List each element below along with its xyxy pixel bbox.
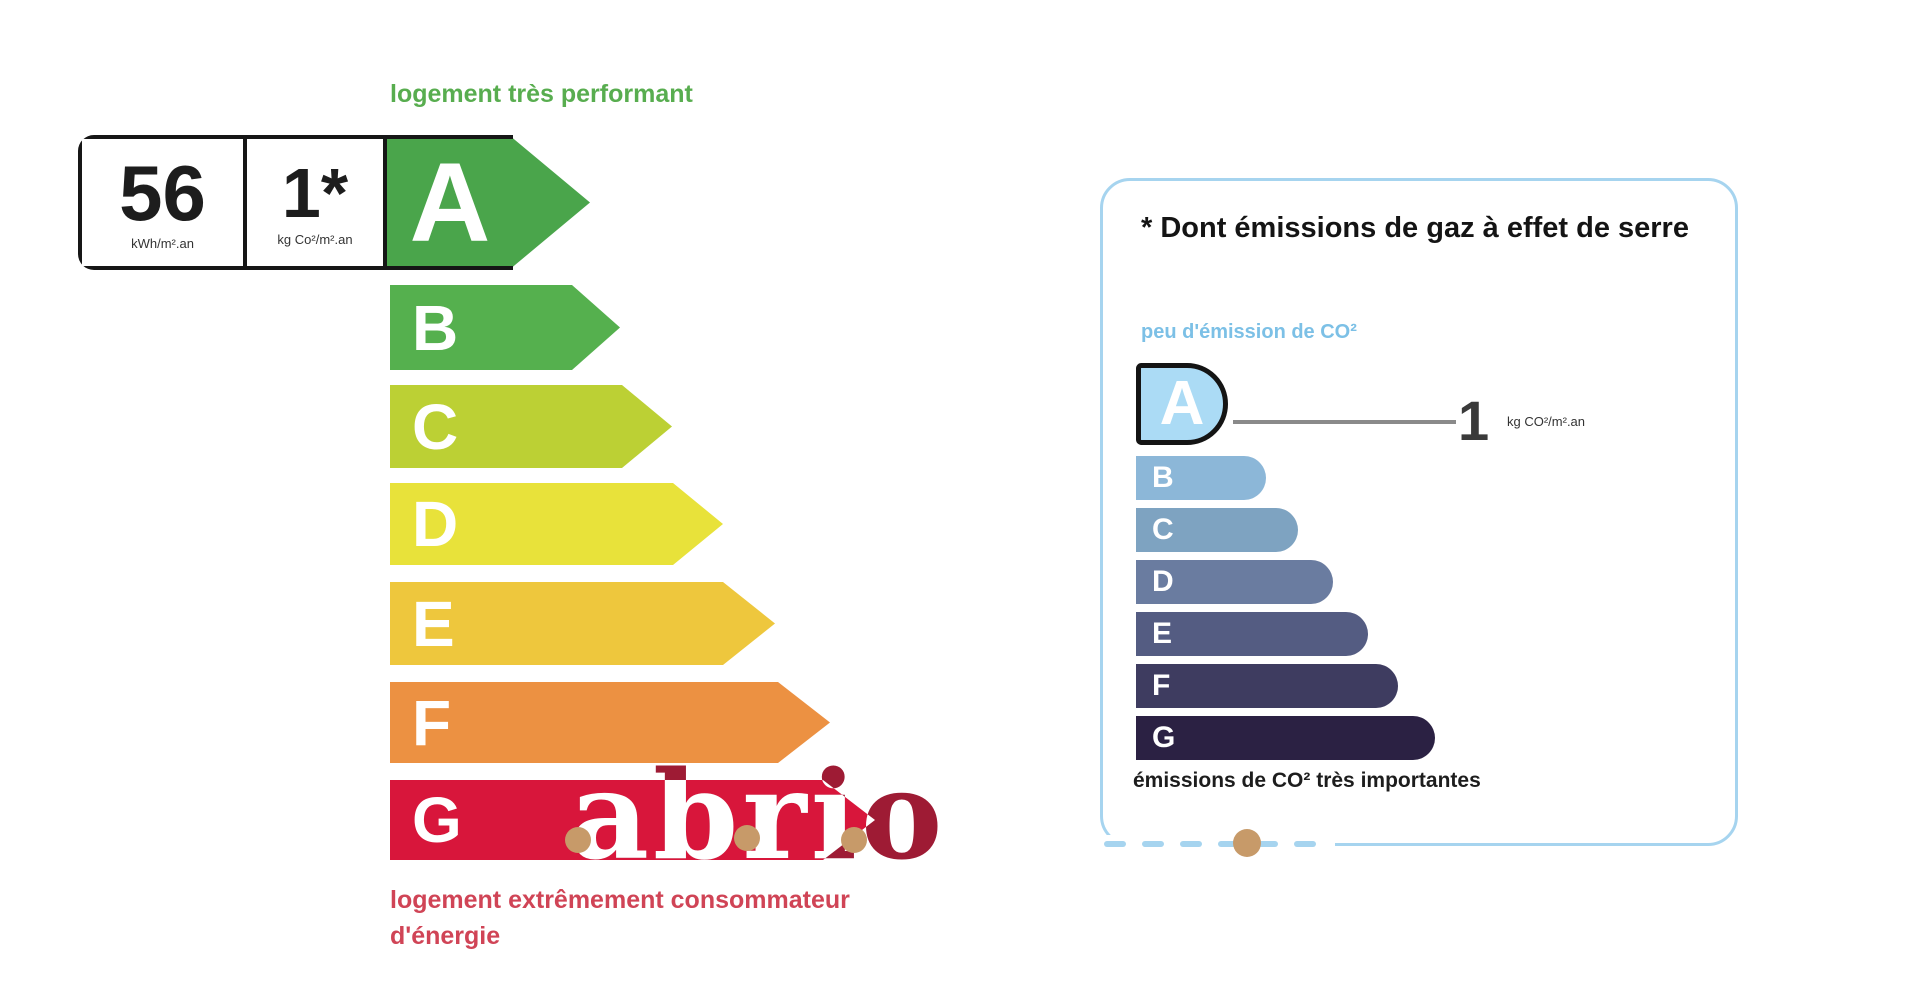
energy-bottom-label: logement extrêmement consommateur d'éner… <box>390 886 850 951</box>
energy-class-letter-G: G <box>412 784 462 856</box>
energy-value-unit: kWh/m².an <box>131 236 194 251</box>
panel-dashed-border <box>1104 841 1316 847</box>
watermark-gold-dot <box>734 825 760 851</box>
watermark-text: abrio <box>570 743 947 887</box>
dashed-border-segment <box>1142 841 1164 847</box>
energy-value-box: 56 kWh/m².an 1* kg Co²/m².an A <box>78 135 513 270</box>
ges-class-letter-C: C <box>1152 513 1174 546</box>
ges-connector-line <box>1233 420 1456 424</box>
energy-top-label: logement très performant <box>390 80 693 108</box>
ges-value-small: 1* <box>281 154 349 232</box>
ges-value-cell: 1* kg Co²/m².an <box>247 139 387 266</box>
ges-panel: * Dont émissions de gaz à effet de serre… <box>1100 178 1738 846</box>
ges-class-bar-A: A <box>1136 363 1228 445</box>
energy-class-letter-C: C <box>412 390 459 463</box>
ges-class-letter-D: D <box>1152 565 1174 598</box>
ges-class-letter-G: G <box>1152 721 1176 754</box>
dashed-border-segment <box>1104 841 1126 847</box>
ges-class-letter-F: F <box>1152 669 1171 702</box>
energy-class-letter-A: A <box>409 139 491 265</box>
panel-border-dash-cover <box>1097 835 1335 853</box>
energy-class-arrow-E: E <box>390 582 775 665</box>
energy-class-arrow-F: F <box>390 682 830 763</box>
dashed-border-segment <box>1294 841 1316 847</box>
ges-panel-title: * Dont émissions de gaz à effet de serre <box>1141 212 1689 244</box>
watermark-gold-dot <box>565 827 591 853</box>
dashed-border-segment <box>1218 841 1240 847</box>
watermark-text-inverse: abrio <box>570 743 947 887</box>
ges-class-letter-E: E <box>1152 617 1173 650</box>
energy-class-arrow-D: D <box>390 483 723 565</box>
energy-class-arrow-G: G <box>390 780 875 860</box>
energy-class-letter-D: D <box>412 488 459 560</box>
energy-class-letter-F: F <box>412 686 452 759</box>
energy-class-letter-B: B <box>412 291 459 364</box>
ges-class-bar-G: G <box>1136 716 1435 760</box>
panel-gold-dot <box>1233 829 1261 857</box>
ges-class-letter-A: A <box>1159 369 1205 438</box>
ges-class-bar-E: E <box>1136 612 1368 656</box>
ges-class-bar-F: F <box>1136 664 1398 708</box>
energy-class-arrow-C: C <box>390 385 672 468</box>
energy-class-arrow-A: A <box>387 139 513 266</box>
ges-class-bar-C: C <box>1136 508 1298 552</box>
ges-class-bar-B: B <box>1136 456 1266 500</box>
ges-low-label: peu d'émission de CO² <box>1141 321 1357 343</box>
energy-class-letter-E: E <box>412 587 455 660</box>
ges-value-small-unit: kg Co²/m².an <box>277 232 353 247</box>
ges-high-label: émissions de CO² très importantes <box>1133 769 1481 792</box>
energy-class-arrow-A-tip <box>509 135 590 270</box>
dashed-border-segment <box>1256 841 1278 847</box>
energy-class-arrow-B: B <box>390 285 620 370</box>
ges-value: 1 <box>1458 389 1490 452</box>
ges-class-letter-B: B <box>1152 461 1174 494</box>
dashed-border-segment <box>1180 841 1202 847</box>
ges-class-bar-D: D <box>1136 560 1333 604</box>
energy-value: 56 <box>119 149 206 237</box>
watermark-clip: abrio <box>390 780 875 860</box>
watermark-gold-dot <box>841 827 867 853</box>
ges-value-unit: kg CO²/m².an <box>1507 414 1586 429</box>
energy-value-cell: 56 kWh/m².an <box>82 139 247 266</box>
